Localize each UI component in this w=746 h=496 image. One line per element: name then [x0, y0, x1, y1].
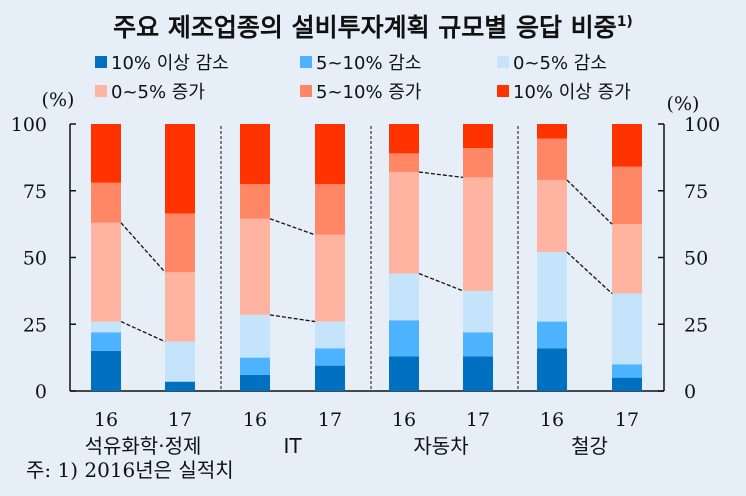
bar-segment [315, 124, 345, 185]
bar-segment [537, 138, 567, 181]
bar-segment [91, 222, 121, 322]
bar-segment [315, 321, 345, 349]
bar-segment [612, 224, 642, 294]
bar-segment [240, 184, 270, 219]
legend-swatch [300, 56, 312, 68]
bar-segment [389, 320, 419, 357]
bar-segment [389, 172, 419, 274]
bar-segment [537, 180, 567, 253]
bar-segment [389, 356, 419, 391]
y-tick-label-left: 50 [23, 248, 47, 270]
bar-segment [315, 365, 345, 391]
connector-line [418, 272, 464, 292]
bar-segment [165, 341, 195, 382]
bar-segment [612, 124, 642, 167]
legend: 10% 이상 감소 5~10% 감소 0~5% 감소 0~5% 증가 5~10% 증가 1… [95, 53, 631, 103]
connector-line [269, 218, 316, 236]
chart-title: 주요 제조업종의 설비투자계획 규모별 응답 비중1) [113, 13, 633, 42]
x-tick-label: 17 [318, 409, 342, 431]
group-label: IT [283, 434, 302, 458]
bar-segment [240, 374, 270, 391]
legend-swatch [300, 85, 312, 97]
bar-segment [315, 184, 345, 235]
bar-segment [389, 153, 419, 173]
connector-line [566, 251, 613, 295]
connector-line [120, 222, 166, 273]
y-tick-label-right: 25 [684, 314, 708, 336]
y-tick-label-left: 25 [23, 314, 47, 336]
bar-segment [463, 148, 493, 178]
bar-segment [91, 321, 121, 333]
x-tick-label: 17 [466, 409, 490, 431]
y-tick-label-right: 75 [684, 181, 708, 203]
bar-segment [463, 290, 493, 333]
connector-line [120, 320, 166, 343]
x-tick-label: 16 [392, 409, 416, 431]
group-label: 철강 [571, 434, 608, 458]
y-tick-label-right: 50 [684, 248, 708, 270]
bar-segment [315, 348, 345, 366]
bar-segment [463, 124, 493, 149]
legend-label: 5~10% 증가 [316, 82, 421, 103]
bar-segment [240, 314, 270, 358]
bar-segment [389, 273, 419, 321]
bar-segment [537, 252, 567, 322]
bar-segment [463, 332, 493, 357]
bar-segment [463, 356, 493, 391]
bar-segment [91, 182, 121, 223]
group-label: 자동차 [413, 434, 468, 458]
bar-segment [537, 124, 567, 139]
bar-segment [612, 293, 642, 365]
bar-segment [165, 381, 195, 391]
bar-segment [165, 213, 195, 273]
bar-segment [612, 166, 642, 225]
bar-segment [91, 332, 121, 351]
bar-segment [91, 350, 121, 391]
bar-segment [165, 272, 195, 342]
bar-segment [612, 364, 642, 378]
bar-segment [463, 177, 493, 291]
legend-swatch [95, 85, 107, 97]
y-tick-label-left: 75 [23, 181, 47, 203]
x-tick-label: 16 [243, 409, 267, 431]
bar-segment [537, 321, 567, 349]
legend-label: 0~5% 감소 [513, 53, 607, 74]
x-axis-labels: 16 17 16 17 16 17 16 17 석유화학·정제 IT 자동차 철강 [85, 409, 639, 458]
x-tick-label: 16 [540, 409, 564, 431]
connector-line [566, 179, 613, 225]
bar-segment [240, 357, 270, 375]
y-axis-label-right: (%) [667, 93, 700, 115]
bar-segment [612, 377, 642, 391]
bar-segment [165, 124, 195, 214]
legend-label: 5~10% 감소 [316, 53, 421, 74]
bar-segment [315, 234, 345, 322]
bar-segment [240, 124, 270, 185]
y-tick-label-right: 0 [684, 381, 696, 403]
legend-swatch [497, 85, 509, 97]
y-tick-label-right: 100 [684, 114, 720, 136]
bar-segment [91, 124, 121, 183]
legend-swatch [95, 56, 107, 68]
bars [91, 124, 642, 391]
legend-label: 10% 이상 증가 [513, 82, 631, 103]
legend-label: 10% 이상 감소 [111, 53, 229, 74]
x-tick-label: 17 [168, 409, 192, 431]
x-tick-label: 17 [615, 409, 639, 431]
x-tick-label: 16 [94, 409, 118, 431]
y-tick-label-left: 100 [11, 114, 47, 136]
bar-segment [240, 218, 270, 315]
legend-swatch [497, 56, 509, 68]
connector-line [269, 314, 316, 323]
y-tick-label-left: 0 [35, 381, 47, 403]
bar-segment [537, 348, 567, 391]
footnote: 주: 1) 2016년은 실적치 [26, 458, 234, 482]
legend-label: 0~5% 증가 [111, 82, 205, 103]
group-label: 석유화학·정제 [85, 434, 202, 458]
axes: 0 0 25 25 50 50 75 75 100 100 [11, 114, 721, 403]
connector-lines [120, 171, 613, 343]
y-axis-label-left: (%) [42, 89, 75, 111]
connector-line [418, 171, 464, 179]
bar-segment [389, 124, 419, 154]
